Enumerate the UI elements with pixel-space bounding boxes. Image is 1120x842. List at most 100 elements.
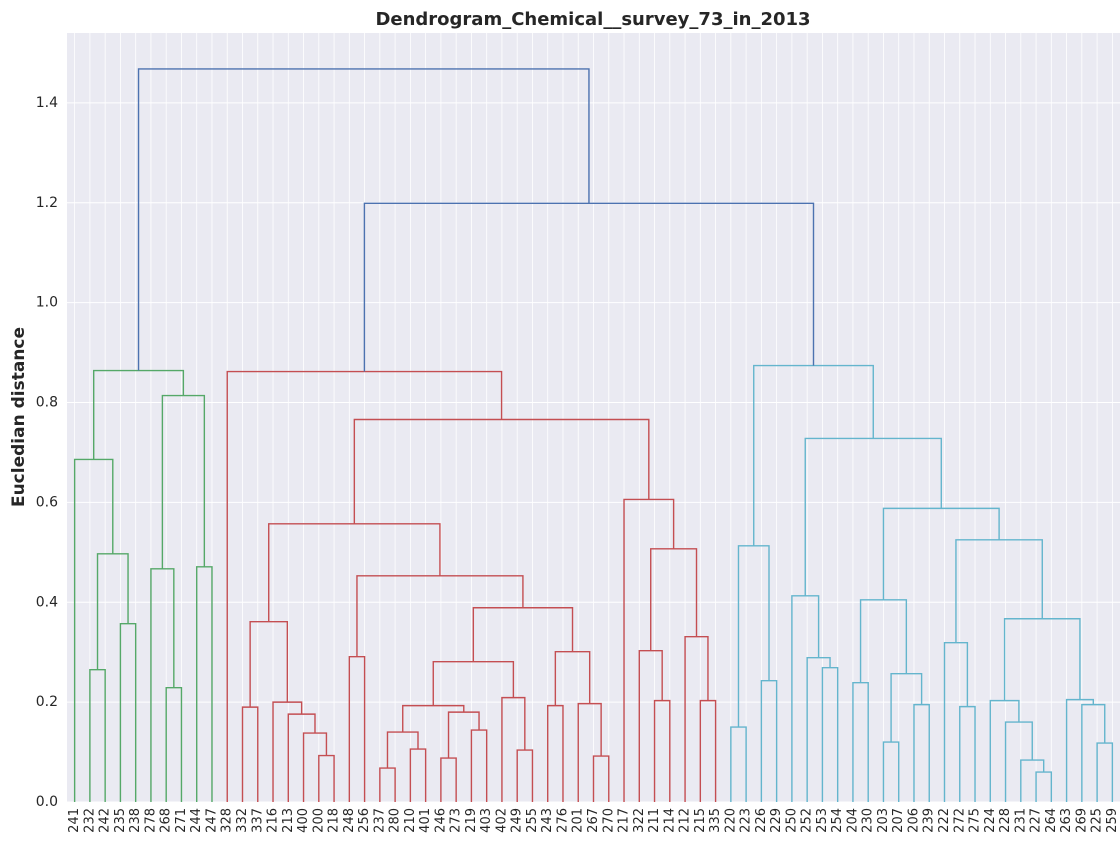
leaf-label: 328: [220, 808, 235, 833]
link: [165, 686, 183, 802]
leaf-label: 270: [601, 808, 616, 833]
link: [638, 649, 663, 802]
link: [577, 702, 602, 802]
link: [119, 623, 137, 802]
leaf-label: 403: [479, 808, 494, 833]
y-tick-label: 1.4: [36, 95, 58, 111]
y-tick-label: 0.6: [36, 494, 58, 510]
link: [226, 370, 503, 802]
leaf-label: 204: [845, 808, 860, 833]
link: [1020, 759, 1045, 802]
link: [516, 749, 534, 802]
leaf-label: 252: [800, 808, 815, 833]
link: [653, 699, 671, 802]
leaf-label: 400: [296, 808, 311, 833]
link: [1096, 742, 1114, 802]
link: [989, 699, 1020, 802]
link: [882, 741, 900, 802]
link: [447, 711, 480, 759]
leaf-label: 201: [571, 808, 586, 833]
leaf-label: 220: [723, 808, 738, 833]
link: [592, 755, 610, 802]
leaf-label: 332: [235, 808, 250, 833]
leaf-label: 229: [769, 808, 784, 833]
leaf-label: 259: [1105, 808, 1120, 833]
leaf-label: 206: [906, 808, 921, 833]
leaf-label: 244: [189, 808, 204, 833]
leaf-label: 273: [449, 808, 464, 833]
link: [1081, 703, 1106, 802]
link: [699, 699, 717, 802]
link: [501, 696, 526, 802]
link: [472, 607, 574, 662]
leaf-label: 241: [67, 808, 82, 833]
leaf-label: 278: [143, 808, 158, 833]
leaf-label: 227: [1029, 808, 1044, 833]
leaf-label: 214: [662, 808, 677, 833]
leaf-label: 256: [357, 808, 372, 833]
leaf-label: 235: [113, 808, 128, 833]
leaf-label: 246: [433, 808, 448, 833]
leaf-label: 218: [327, 808, 342, 833]
leaf-label: 212: [678, 808, 693, 833]
leaf-label: 213: [281, 808, 296, 833]
chart-title: Dendrogram_Chemical__survey_73_in_2013: [375, 9, 810, 30]
link: [363, 202, 815, 372]
leaf-label: 232: [82, 808, 97, 833]
link: [821, 666, 839, 802]
leaf-label: 239: [922, 808, 937, 833]
link: [268, 523, 441, 622]
leaf-label: 219: [464, 808, 479, 833]
y-tick-label: 0.4: [36, 594, 58, 610]
leaf-label: 337: [250, 808, 265, 833]
link: [470, 729, 488, 802]
leaf-label: 250: [784, 808, 799, 833]
leaf-label: 211: [647, 808, 662, 833]
link: [955, 539, 1043, 643]
link: [302, 732, 328, 802]
link: [882, 507, 1000, 600]
leaf-label: 210: [403, 808, 418, 833]
y-tick-label: 1.0: [36, 295, 58, 311]
leaf-label: 401: [418, 808, 433, 833]
y-tick-label: 0.8: [36, 395, 58, 411]
link: [913, 703, 930, 802]
link: [806, 656, 831, 802]
leaf-label: 224: [983, 808, 998, 833]
leaf-label: 226: [754, 808, 769, 833]
leaf-label: 216: [266, 808, 281, 833]
leaf-label: 228: [998, 808, 1013, 833]
link: [753, 364, 874, 546]
link: [890, 672, 923, 743]
leaf-label: 267: [586, 808, 601, 833]
leaf-label: 335: [708, 808, 723, 833]
link: [1035, 771, 1053, 802]
link: [161, 394, 206, 569]
link: [409, 748, 427, 802]
leaf-label: 238: [128, 808, 143, 833]
leaf-label: 254: [830, 808, 845, 833]
link: [804, 437, 942, 596]
link: [760, 679, 778, 802]
leaf-label: 217: [617, 808, 632, 833]
y-axis-label: Eucledian distance: [9, 327, 29, 507]
leaf-label: 215: [693, 808, 708, 833]
leaf-label: 200: [311, 808, 326, 833]
leaf-label: 247: [204, 808, 219, 833]
link: [137, 68, 590, 371]
leaf-label: 264: [1044, 808, 1059, 833]
link: [96, 553, 129, 670]
leaf-label: 275: [968, 808, 983, 833]
leaf-label: 231: [1013, 808, 1028, 833]
link: [348, 655, 366, 802]
leaf-label: 207: [891, 808, 906, 833]
link: [386, 731, 419, 769]
leaf-label: 276: [555, 808, 570, 833]
leaf-label: 225: [1090, 808, 1105, 833]
y-tick-label: 0.2: [36, 694, 58, 710]
leaf-label: 269: [1074, 808, 1089, 833]
leaf-label: 253: [815, 808, 830, 833]
leaf-label: 255: [525, 808, 540, 833]
leaf-label: 268: [159, 808, 174, 833]
